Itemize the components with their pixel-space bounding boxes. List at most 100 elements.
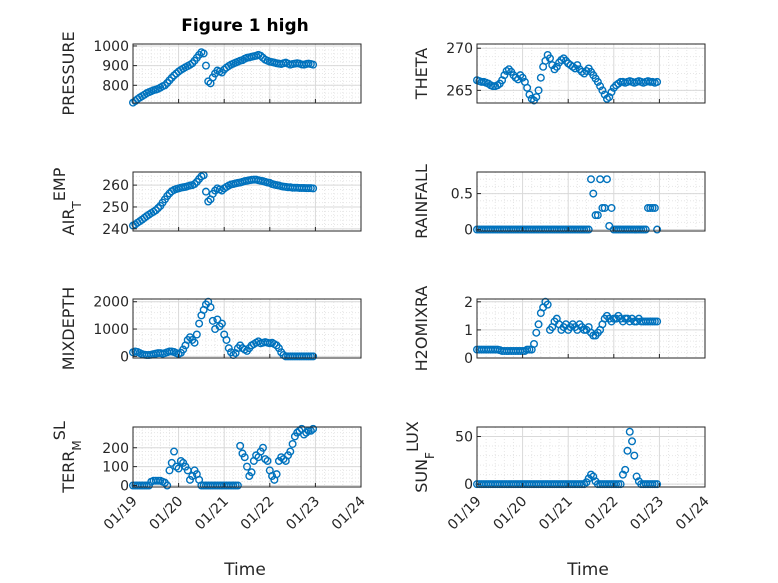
data-point <box>195 319 204 328</box>
data-point <box>231 481 240 490</box>
plot-area <box>133 427 361 487</box>
data-point <box>192 330 201 339</box>
data-point <box>536 73 545 82</box>
data-point <box>630 451 639 460</box>
data-point <box>534 86 543 95</box>
data-point <box>179 345 188 354</box>
data-point <box>236 441 245 450</box>
y-tick-label: 250 <box>102 200 129 216</box>
data-point <box>548 61 557 70</box>
axes-box <box>476 43 706 104</box>
data-point <box>653 77 662 86</box>
y-tick-label: 100 <box>102 460 129 476</box>
data-point <box>625 427 634 436</box>
data-point <box>274 344 283 353</box>
data-point <box>304 352 313 361</box>
axes-box <box>476 171 706 232</box>
data-point <box>304 184 313 193</box>
axes-box <box>132 426 362 488</box>
data-point <box>217 319 226 328</box>
data-point <box>151 206 160 215</box>
data-point <box>589 189 598 198</box>
x-axis-label-right: Time <box>566 560 609 580</box>
data-point <box>584 225 593 234</box>
y-tick-label: 0 <box>120 478 129 494</box>
data-point <box>545 54 554 63</box>
data-point <box>154 204 163 213</box>
data-point <box>543 300 552 309</box>
y-tick-label: 0 <box>120 349 129 365</box>
data-point <box>525 90 534 99</box>
data-point <box>618 470 627 479</box>
data-point <box>552 62 561 71</box>
data-point <box>190 180 199 189</box>
data-point <box>607 88 616 97</box>
data-point <box>587 175 596 184</box>
data-point <box>646 203 655 212</box>
y-tick-label: 0 <box>464 351 473 367</box>
data-point <box>167 73 176 82</box>
data-point <box>648 317 657 326</box>
data-point <box>233 481 242 490</box>
data-point <box>199 49 208 58</box>
data-point <box>596 82 605 91</box>
data-point <box>532 93 541 102</box>
y-axis-label-part: LUX <box>403 421 422 452</box>
data-point <box>208 73 217 82</box>
axes-box <box>132 171 362 232</box>
y-axis-label: H2OMIXRA <box>412 286 431 372</box>
data-point <box>623 446 632 455</box>
y-axis-label-subscript: T <box>70 201 84 210</box>
data-point <box>224 344 233 353</box>
y-tick-label: 200 <box>102 441 129 457</box>
data-point <box>653 317 662 326</box>
y-axis-label-part: TERR <box>59 451 78 494</box>
data-point <box>309 424 318 433</box>
data-point <box>172 462 181 471</box>
y-axis-label-part: EMP <box>50 167 69 201</box>
y-axis-label: AIRTEMP <box>50 167 85 235</box>
subplot-1: 800 900 1000 PRESSURE <box>59 31 362 116</box>
data-point <box>140 481 149 490</box>
axes-box <box>132 43 362 104</box>
data-point <box>247 468 256 477</box>
data-point <box>573 61 582 70</box>
y-axis-label-part: SUN <box>412 459 431 493</box>
data-point <box>637 225 646 234</box>
figure-title: Figure 1 high <box>181 16 309 36</box>
data-point <box>532 328 541 337</box>
y-axis-label: TERRMSL <box>50 421 85 494</box>
axes-box <box>132 298 362 359</box>
data-point <box>525 345 534 354</box>
data-point <box>286 447 295 456</box>
data-point <box>256 51 265 60</box>
data-point <box>523 83 532 92</box>
data-point <box>598 86 607 95</box>
y-axis-label-subscript: F <box>423 452 437 459</box>
data-point <box>154 476 163 485</box>
data-point <box>587 470 596 479</box>
data-point <box>593 77 602 86</box>
y-axis-label: MIXDEPTH <box>59 287 78 370</box>
data-point <box>165 466 174 475</box>
data-point <box>632 472 641 481</box>
data-point <box>208 316 217 325</box>
subplot-4: 0 0.5 RAINFALL <box>412 164 706 239</box>
data-point <box>170 71 179 80</box>
data-point <box>598 203 607 212</box>
data-point <box>306 352 315 361</box>
data-point <box>641 225 650 234</box>
data-point <box>602 175 611 184</box>
data-point <box>628 437 637 446</box>
data-point <box>488 82 497 91</box>
y-tick-label: 900 <box>102 59 129 75</box>
data-point <box>534 320 543 329</box>
y-tick-label: 800 <box>102 78 129 94</box>
y-axis-label: THETA <box>412 48 431 100</box>
data-point <box>261 455 270 464</box>
data-point <box>174 464 183 473</box>
data-point <box>240 453 249 462</box>
data-point <box>263 456 272 465</box>
subplot-6: 0 1 2 H2OMIXRA <box>412 286 706 372</box>
